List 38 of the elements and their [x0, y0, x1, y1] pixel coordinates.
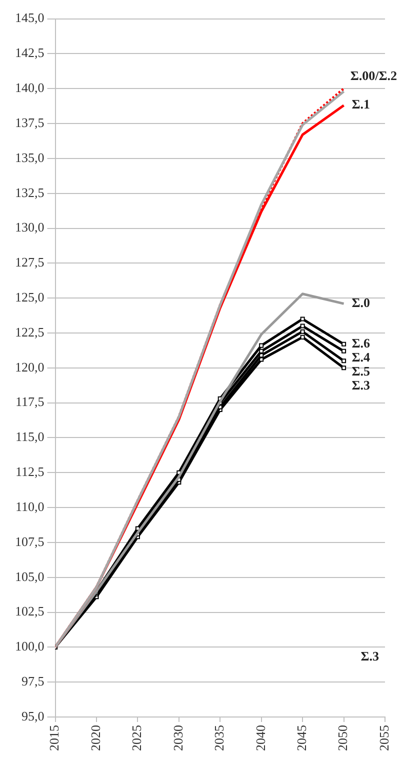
y-tick-label: 97,5 — [22, 674, 44, 689]
x-tick-label: 2030 — [170, 725, 186, 751]
y-tick-label: 130,0 — [15, 220, 44, 235]
y-tick-label: 127,5 — [15, 254, 44, 270]
series-label: Σ.6 — [352, 336, 371, 351]
y-tick-label: 140,0 — [15, 80, 44, 96]
y-tick-label: 120,0 — [15, 359, 44, 374]
y-tick-label: 117,5 — [15, 394, 44, 410]
x-tick-label: 2015 — [46, 725, 62, 751]
y-tick-label: 125,0 — [15, 290, 44, 304]
y-tick-label: 142,5 — [15, 45, 44, 60]
y-tick-label: 110,0 — [15, 498, 44, 514]
y-tick-label: 107,5 — [15, 534, 44, 549]
series-label: Σ.00/Σ.2 — [350, 68, 398, 83]
x-tick-label: 2020 — [88, 725, 103, 751]
y-tick-label: 122,5 — [15, 324, 44, 340]
y-tick-label: 112,5 — [15, 464, 44, 480]
y-tick-label: 132,5 — [15, 184, 44, 200]
y-tick-label: 115,0 — [15, 429, 44, 444]
x-tick-label: 2035 — [212, 725, 227, 751]
series-label: Σ.0 — [352, 295, 370, 310]
series-label: Σ.1 — [352, 96, 370, 112]
x-tick-label: 2045 — [294, 725, 309, 751]
y-tick-label: 95,0 — [22, 708, 44, 724]
series-label: Σ.3 — [352, 378, 371, 393]
x-tick-label: 2055 — [376, 725, 392, 751]
y-tick-label: 100,0 — [15, 638, 44, 654]
y-tick-label: 105,0 — [15, 568, 44, 584]
x-tick-label: 2040 — [252, 725, 268, 751]
y-tick-label: 135,0 — [15, 150, 44, 165]
y-tick-label: 102,5 — [15, 604, 44, 619]
series-label: Σ.4 — [352, 350, 371, 365]
y-tick-label: 145,0 — [15, 10, 44, 26]
annotation: Σ.3 — [360, 648, 380, 664]
x-tick-label: 2025 — [129, 725, 144, 751]
y-tick-label: 137,5 — [15, 114, 44, 130]
series-label: Σ.5 — [352, 364, 371, 379]
x-tick-label: 2050 — [335, 725, 350, 751]
